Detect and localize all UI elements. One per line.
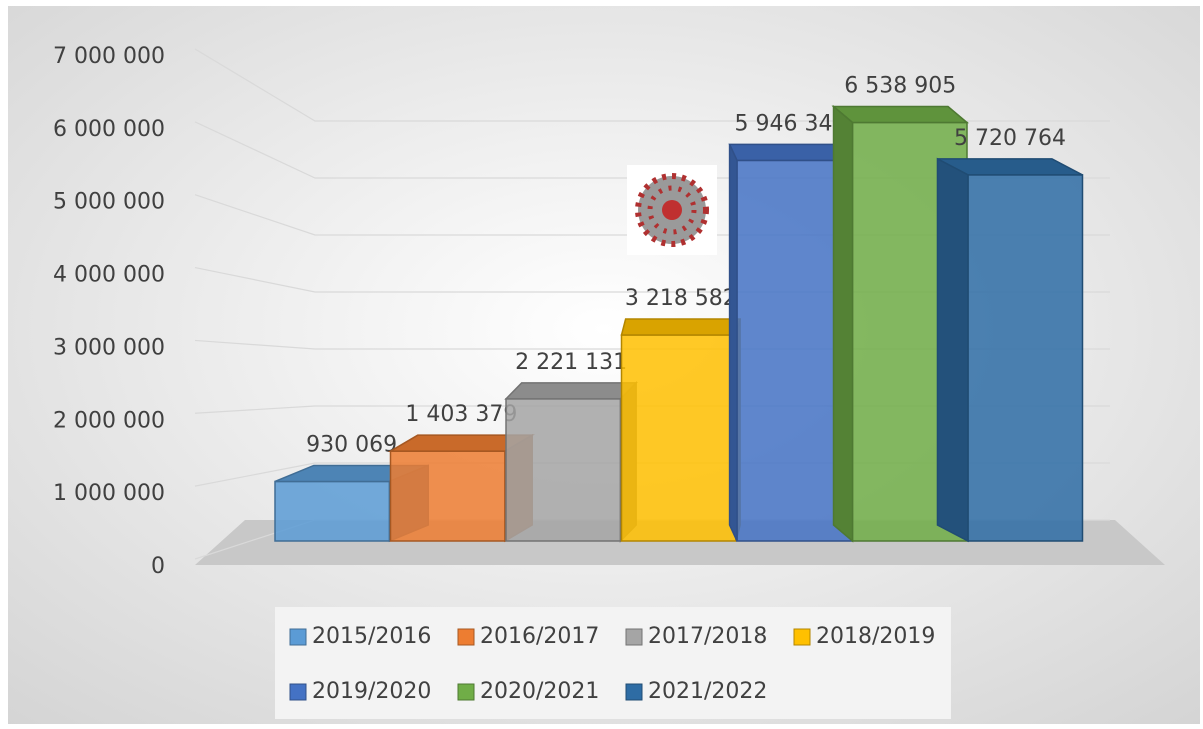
y-tick-label: 7 000 000 bbox=[53, 44, 165, 69]
data-label: 1 403 379 bbox=[405, 402, 517, 427]
legend-label: 2018/2019 bbox=[816, 624, 935, 649]
bar-side bbox=[937, 159, 968, 541]
bar-side bbox=[834, 107, 853, 541]
legend-swatch bbox=[458, 684, 474, 700]
bar-top bbox=[834, 107, 967, 123]
legend-swatch bbox=[290, 684, 306, 700]
bar bbox=[506, 399, 621, 541]
y-tick-label: 0 bbox=[151, 554, 165, 579]
data-label: 930 069 bbox=[306, 432, 397, 457]
bar bbox=[622, 335, 737, 541]
legend-swatch bbox=[626, 629, 642, 645]
bar-top bbox=[506, 383, 636, 399]
bar bbox=[391, 451, 506, 541]
legend-swatch bbox=[794, 629, 810, 645]
legend-label: 2019/2020 bbox=[312, 679, 431, 704]
data-label: 5 720 764 bbox=[954, 126, 1066, 151]
data-label: 3 218 582 bbox=[625, 286, 737, 311]
legend-label: 2015/2016 bbox=[312, 624, 431, 649]
y-tick-label: 6 000 000 bbox=[53, 117, 165, 142]
data-label: 6 538 905 bbox=[844, 74, 956, 99]
y-tick-label: 2 000 000 bbox=[53, 408, 165, 433]
chart: 930 069 1 403 379 2 221 131 3 218 582 5 946 … bbox=[0, 0, 1203, 729]
bar bbox=[275, 481, 390, 541]
data-label: 2 221 131 bbox=[515, 350, 627, 375]
bar-group: 5 720 764 bbox=[937, 126, 1082, 541]
legend-label: 2017/2018 bbox=[648, 624, 767, 649]
bar-top bbox=[622, 319, 741, 335]
y-tick-label: 3 000 000 bbox=[53, 335, 165, 360]
y-tick-label: 5 000 000 bbox=[53, 190, 165, 215]
legend-swatch bbox=[626, 684, 642, 700]
legend-label: 2020/2021 bbox=[480, 679, 599, 704]
y-tick-label: 4 000 000 bbox=[53, 263, 165, 288]
legend-label: 2016/2017 bbox=[480, 624, 599, 649]
bar-group: 3 218 582 bbox=[622, 286, 741, 541]
legend-label: 2021/2022 bbox=[648, 679, 767, 704]
legend-swatch bbox=[458, 629, 474, 645]
legend-swatch bbox=[290, 629, 306, 645]
bar bbox=[968, 175, 1083, 541]
virus-icon bbox=[627, 165, 717, 255]
bar-side bbox=[730, 144, 737, 541]
y-tick-label: 1 000 000 bbox=[53, 481, 165, 506]
data-label: 5 946 349 bbox=[735, 111, 847, 136]
